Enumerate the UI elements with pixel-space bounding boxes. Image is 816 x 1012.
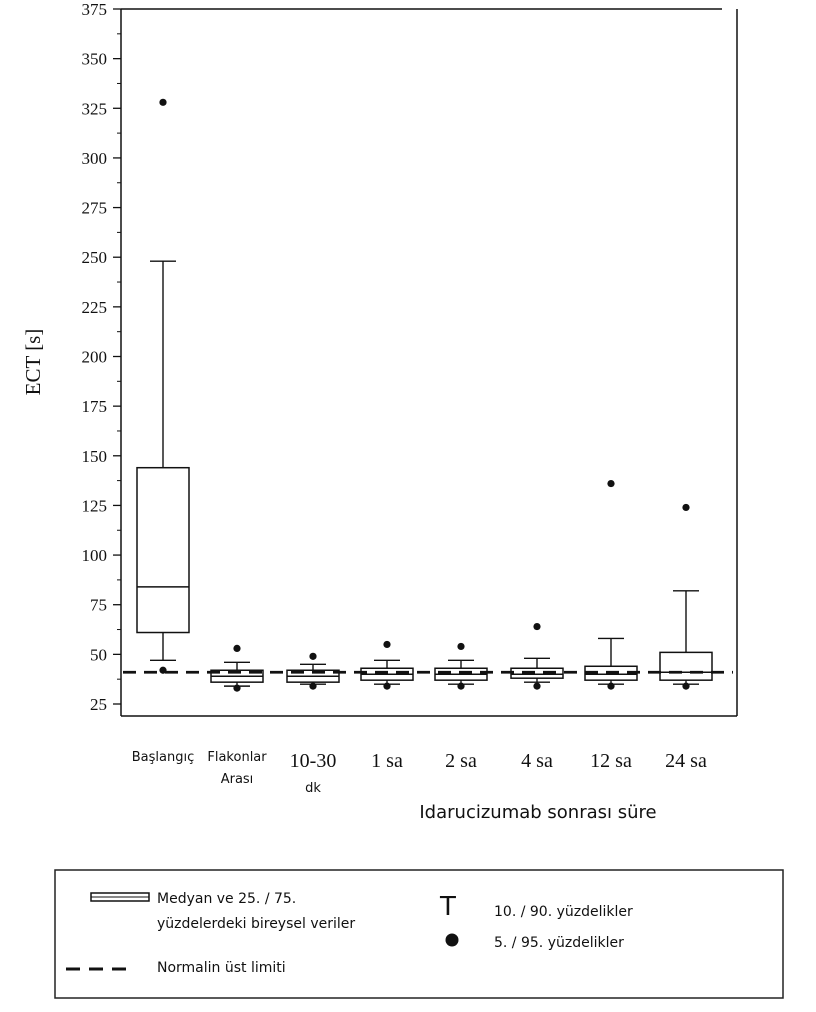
p5-dot — [457, 682, 465, 690]
p95-dot — [457, 642, 465, 651]
x-category-label-3-line2: dk — [305, 781, 321, 796]
y-tick-label-50: 50 — [90, 645, 107, 664]
box-group-2 — [210, 644, 264, 692]
y-tick-label-150: 150 — [82, 447, 108, 466]
y-tick-label-325: 325 — [82, 99, 108, 118]
box-group-4 — [360, 640, 414, 690]
iqr-box — [659, 651, 713, 681]
p95-dot — [159, 98, 167, 106]
x-category-label-3-line1: 10-30 — [290, 750, 337, 772]
x-category-label-8: 24 sa — [665, 750, 707, 772]
legend-box-label-line2: yüzdelerdeki bireysel veriler — [157, 916, 355, 932]
y-tick-label-250: 250 — [82, 248, 108, 267]
p5-dot — [533, 682, 541, 690]
legend-dot-symbol — [445, 933, 459, 947]
p5-dot — [383, 682, 391, 690]
p5-dot — [607, 682, 615, 690]
p95-dot — [533, 622, 541, 631]
p5-dot — [309, 682, 317, 690]
x-category-label-2-line2: Arası — [221, 772, 254, 787]
x-category-label-7: 12 sa — [590, 750, 632, 772]
x-axis-categories: Başlangıç Flakonlar Arası 10-30 dk 1 sa 2 sa 4 … — [132, 750, 707, 796]
x-axis-label: Idarucizumab sonrası süre — [419, 802, 656, 823]
p5-dot — [159, 666, 167, 674]
p95-dot — [383, 640, 391, 649]
legend-line-label: Normalin üst limiti — [157, 960, 286, 976]
x-category-label-5: 2 sa — [445, 750, 477, 772]
p95-dot — [233, 644, 241, 653]
plot-frame — [120, 8, 738, 717]
box-group-8 — [659, 503, 713, 690]
legend-box-label-line1: Medyan ve 25. / 75. — [157, 891, 296, 907]
x-category-label-1: Başlangıç — [132, 750, 195, 765]
boxes-layer — [136, 98, 713, 692]
p5-dot — [682, 682, 690, 690]
p95-dot — [309, 652, 317, 660]
y-axis-ticks: 25 50 75 100 125 150 175 200 225 250 275 300 325 350 3… — [82, 0, 121, 714]
x-category-label-4: 1 sa — [371, 750, 403, 772]
y-tick-label-25: 25 — [90, 695, 107, 714]
x-category-label-2-line1: Flakonlar — [207, 750, 267, 765]
p5-dot — [233, 684, 241, 692]
y-tick-label-125: 125 — [82, 496, 108, 515]
box-group-6 — [510, 622, 564, 690]
box-group-1 — [136, 98, 190, 674]
p95-dot — [682, 503, 690, 512]
y-tick-label-275: 275 — [82, 199, 108, 218]
box-group-7 — [584, 479, 638, 690]
iqr-box — [136, 466, 190, 634]
y-tick-label-300: 300 — [82, 149, 108, 168]
y-tick-label-175: 175 — [82, 397, 108, 416]
y-tick-label-375: 375 — [82, 0, 108, 19]
legend: Medyan ve 25. / 75. yüzdelerdeki bireyse… — [54, 869, 784, 999]
y-tick-label-100: 100 — [82, 546, 108, 565]
y-tick-label-200: 200 — [82, 348, 108, 367]
legend-frame — [54, 869, 784, 999]
legend-whisker-label: 10. / 90. yüzdelikler — [494, 904, 633, 920]
y-tick-label-225: 225 — [82, 298, 108, 317]
y-tick-label-75: 75 — [90, 596, 107, 615]
y-axis-label: ECT [s] — [21, 329, 45, 396]
p95-dot — [607, 479, 615, 488]
box-group-5 — [434, 642, 488, 690]
x-category-label-6: 4 sa — [521, 750, 553, 772]
legend-whisker-symbol: T — [439, 892, 456, 922]
legend-dot-label: 5. / 95. yüzdelikler — [494, 935, 624, 951]
box-group-3 — [286, 652, 340, 690]
y-tick-label-350: 350 — [82, 50, 108, 69]
